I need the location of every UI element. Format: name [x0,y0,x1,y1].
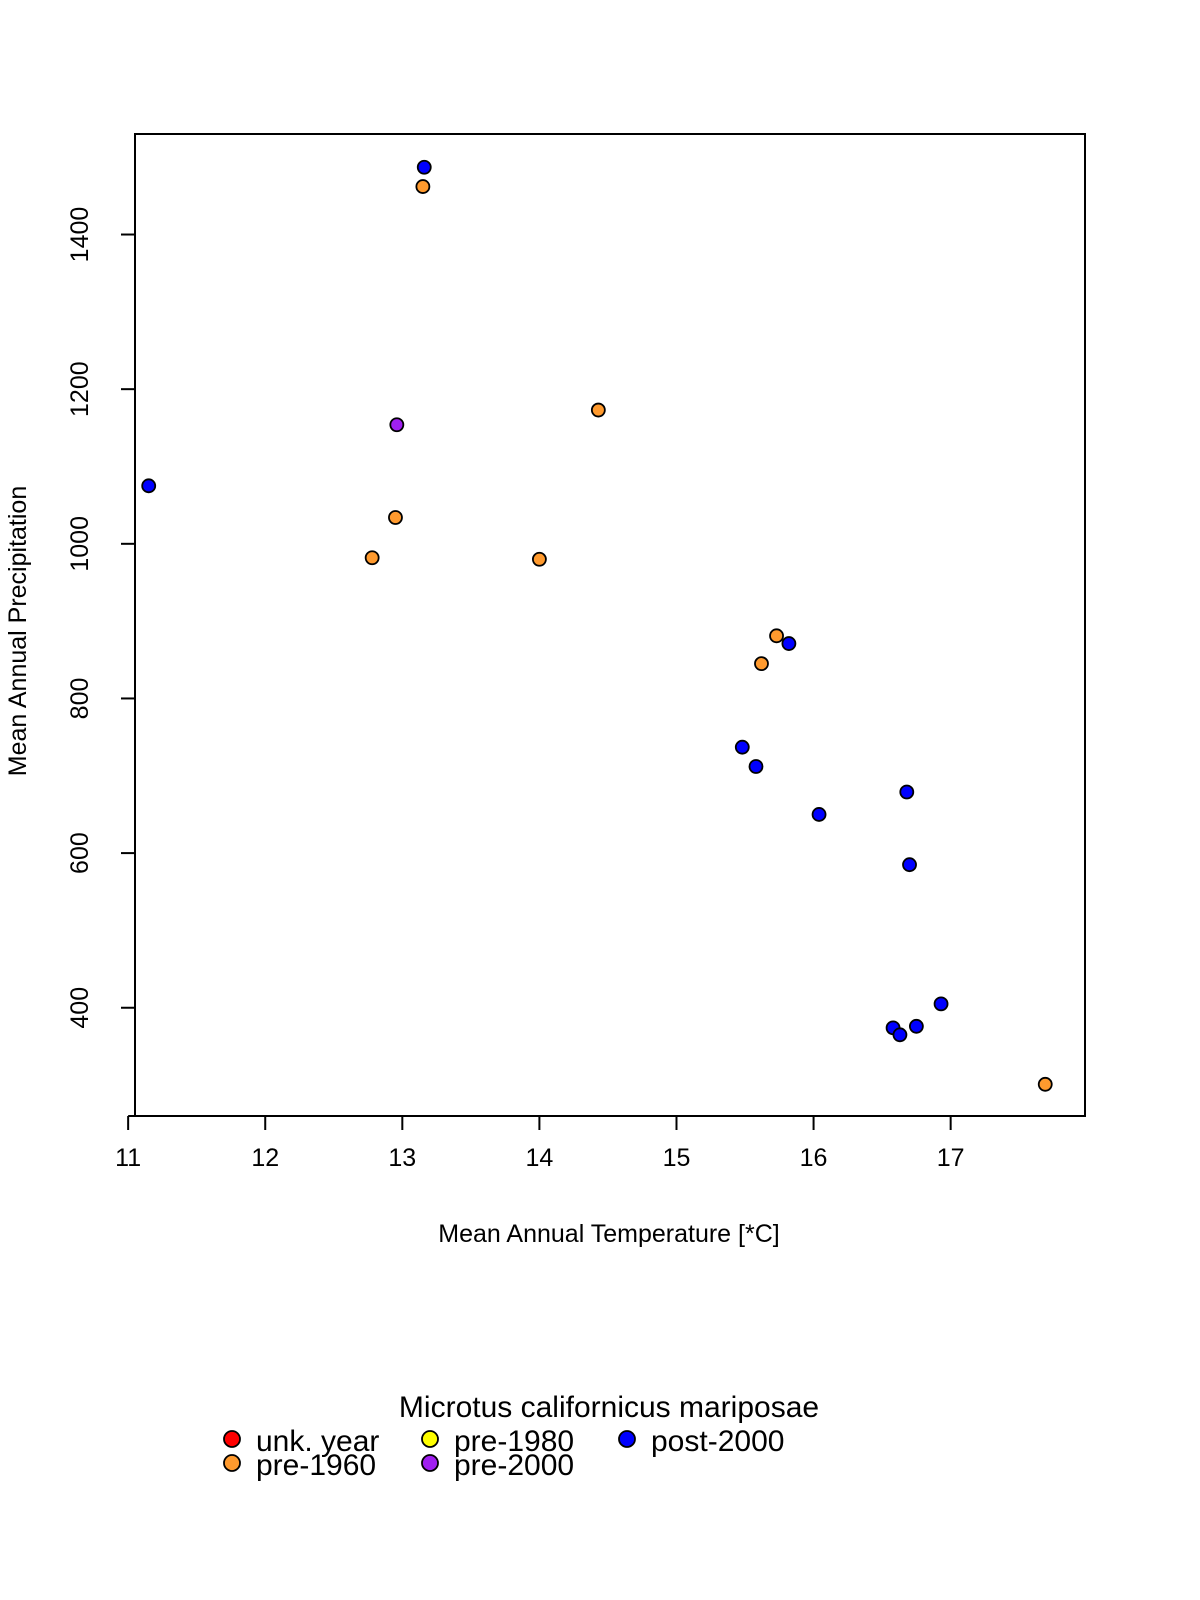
y-tick-label: 400 [66,987,94,1029]
data-point [590,402,606,418]
data-point [908,1018,924,1034]
legend-label: post-2000 [651,1425,784,1458]
legend-marker [421,1454,439,1472]
legend-marker [618,1430,636,1448]
data-point [364,550,380,566]
y-tick-label: 1200 [66,361,94,417]
data-point [532,551,547,567]
data-point [1037,1076,1053,1092]
x-tick-label: 16 [800,1144,828,1172]
x-tick-label: 11 [115,1144,141,1172]
data-point [141,478,157,494]
data-point [389,417,405,433]
x-tick-label: 13 [388,1144,416,1172]
data-point [811,807,827,822]
x-tick-label: 17 [937,1144,965,1172]
legend-marker [223,1454,241,1472]
data-point [933,996,949,1012]
x-axis-label: Mean Annual Temperature [*C] [438,1220,779,1248]
legend-label: unk. year [256,1425,379,1458]
data-point [781,636,797,651]
x-tick-label: 12 [251,1144,279,1172]
data-point [748,759,764,774]
legend-label: pre-1980 [454,1425,574,1458]
data-point [754,656,769,672]
legend-marker [223,1430,241,1448]
legend-marker [421,1430,439,1448]
data-point [416,159,432,175]
data-point [899,784,915,800]
data-point [415,179,431,194]
plot-frame [134,133,1086,1117]
data-point [892,1027,908,1043]
x-tick-label: 14 [525,1144,553,1172]
y-tick-label: 1000 [66,516,94,572]
x-tick-label: 15 [663,1144,691,1172]
data-point [902,857,917,873]
data-point [769,628,784,644]
plot-layer: 11 12 13 14 15 16 17 400 600 800 1000 1200 1400 [66,133,1086,1172]
y-tick-label: 1400 [66,207,94,263]
y-tick-label: 800 [66,678,94,720]
y-axis-label: Mean Annual Precipitation [4,486,32,776]
legend-title: Microtus californicus mariposae [399,1391,819,1424]
y-tick-label: 600 [66,832,94,874]
data-point [388,510,403,525]
legend-label: pre-2000 [454,1449,574,1482]
legend-label: pre-1960 [256,1449,376,1482]
data-point [734,739,750,755]
